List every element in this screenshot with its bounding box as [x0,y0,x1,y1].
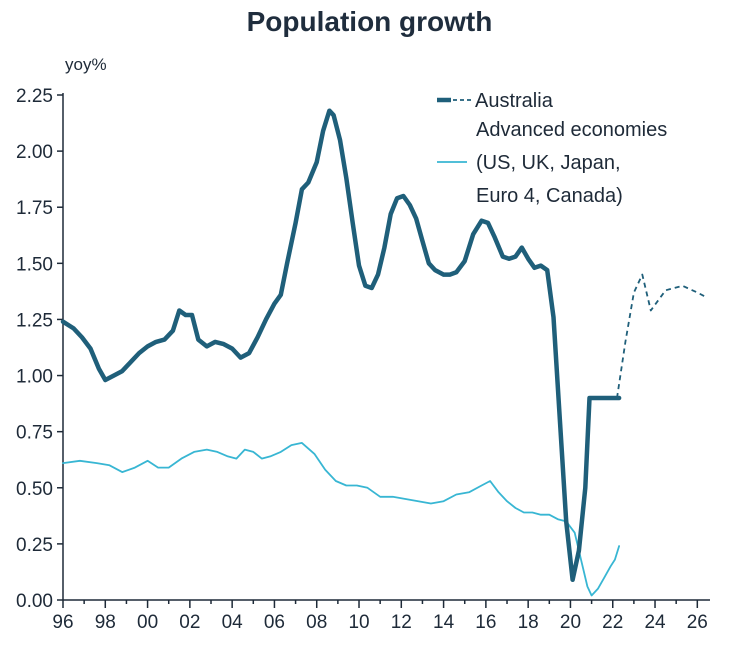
legend: Australia Advanced economies (US, UK, Japa… [437,90,667,207]
series-layer [60,108,707,597]
x-tick-label: 26 [687,612,708,633]
x-tick-label: 00 [137,612,158,633]
series-line-advanced-economies [62,442,620,597]
x-tick-label: 22 [602,612,623,633]
x-tick-label: 20 [560,612,581,633]
y-tick-label: 0.75 [16,423,53,444]
y-tick-label: 1.00 [16,367,53,388]
x-tick-label: 04 [222,612,244,633]
legend-label-advanced-economies: Advanced economies [476,119,667,141]
y-tick-label: 2.25 [16,86,53,107]
y-tick-label: 1.50 [16,254,53,275]
x-tick-label: 10 [348,612,369,633]
axes: 0.00 0.25 0.50 0.75 1.00 1.25 1.50 1.75 2.00 2.25… [16,55,710,633]
y-tick-label: 2.00 [16,142,53,163]
x-tick-label: 18 [518,612,539,633]
series-line-australia [60,108,622,583]
x-tick-label: 98 [95,612,116,633]
y-tick-label: 0.50 [16,479,53,500]
x-tick-label: 96 [52,612,73,633]
x-tick-label: 24 [644,612,666,633]
y-tick-label: 1.25 [16,310,53,331]
x-tick-label: 12 [391,612,412,633]
legend-label-countries-line1: (US, UK, Japan, [476,152,621,174]
y-tick-label: 0.00 [16,591,53,612]
x-tick-label: 16 [475,612,496,633]
x-tick-label: 06 [264,612,285,633]
x-tick-label: 14 [433,612,455,633]
legend-label-countries-line2: Euro 4, Canada) [476,185,623,207]
legend-label-australia: Australia [475,90,554,112]
chart-title: Population growth [246,6,493,37]
x-tick-label: 02 [179,612,200,633]
y-axis-unit-label: yoy% [65,55,107,74]
series-line-australia-forecast [616,273,707,399]
x-tick-label: 08 [306,612,327,633]
y-tick-label: 1.75 [16,198,53,219]
y-tick-label: 0.25 [16,535,53,556]
